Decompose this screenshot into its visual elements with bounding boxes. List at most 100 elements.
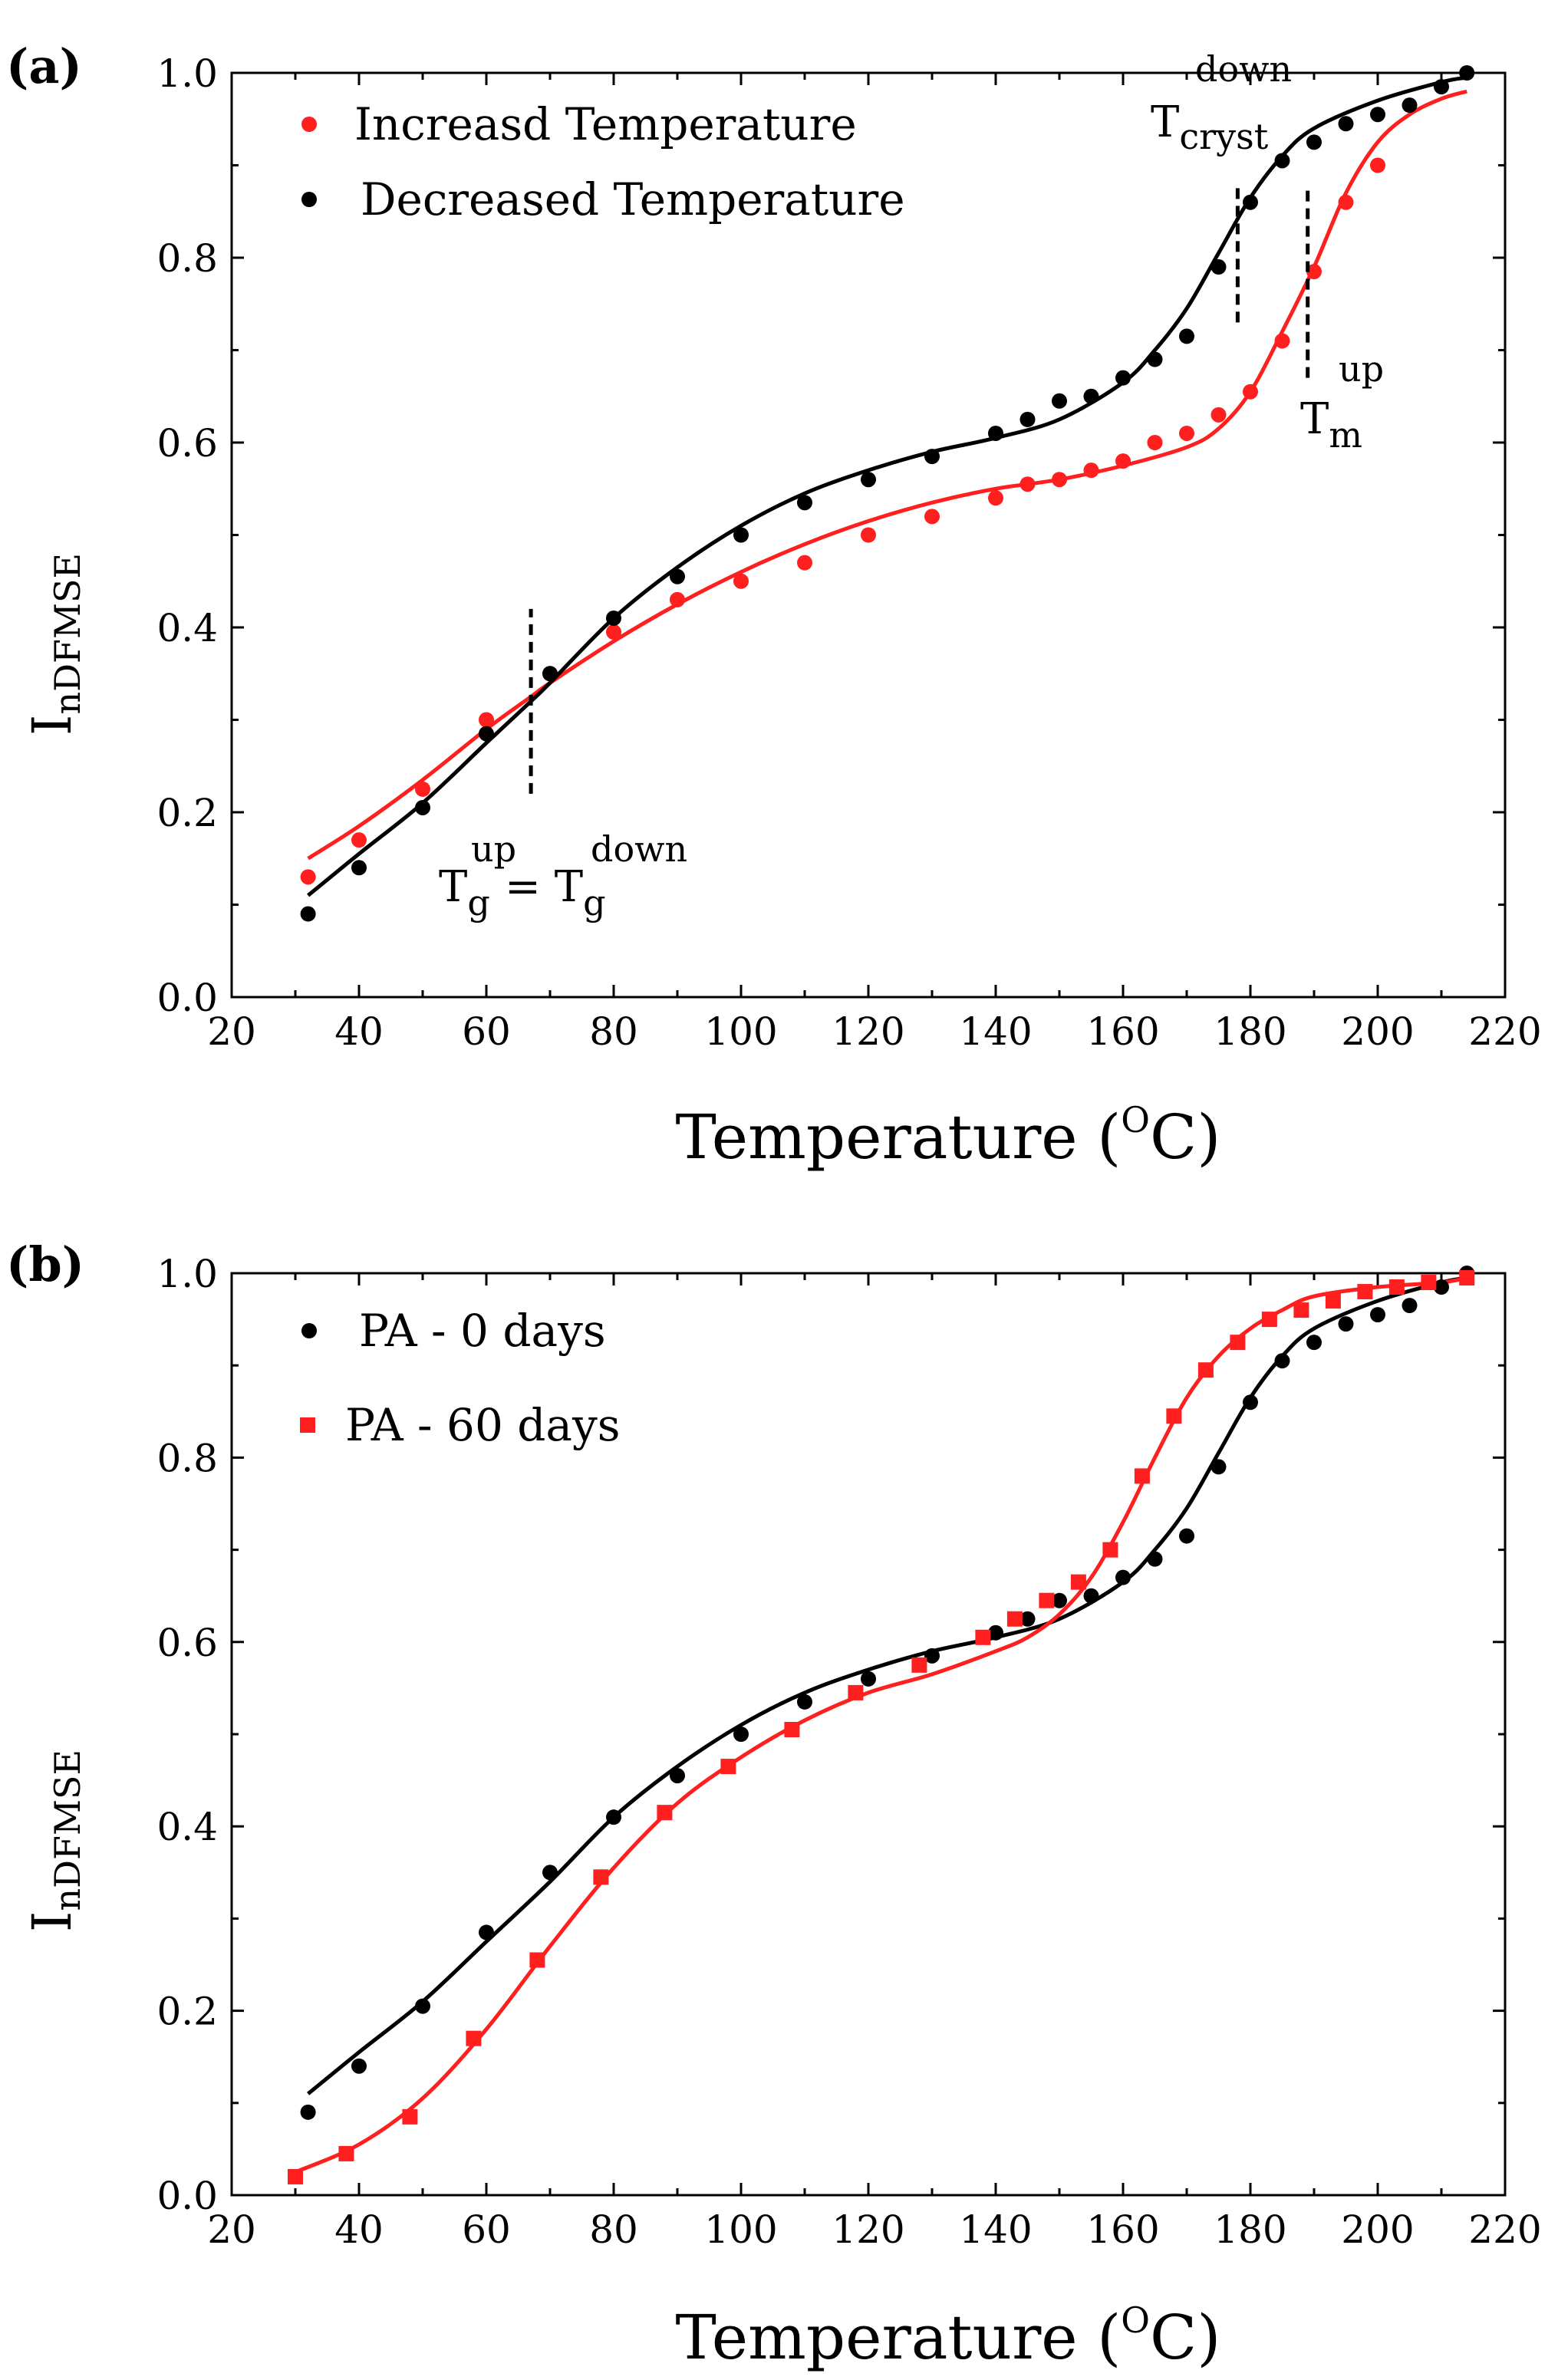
x-tick-label: 60 (462, 2207, 511, 2252)
data-point-series-0 (1338, 1316, 1354, 1332)
data-point-series-0 (1147, 1551, 1163, 1567)
data-point-series-1 (1421, 1275, 1437, 1291)
data-point-series-0 (479, 712, 494, 728)
x-tick-label: 100 (704, 1009, 777, 1054)
data-point-series-0 (924, 509, 940, 525)
x-tick-label: 100 (704, 2207, 777, 2252)
y-tick-label: 0.0 (156, 2174, 218, 2218)
data-point-series-1 (975, 1629, 991, 1645)
data-point-series-1 (1243, 194, 1258, 210)
y-tick-label: 0.4 (156, 1805, 218, 1849)
data-point-series-0 (1274, 333, 1290, 349)
data-point-series-1 (1459, 65, 1475, 81)
x-tick-label: 60 (462, 1009, 511, 1054)
data-point-series-0 (733, 573, 749, 589)
data-point-series-1 (1434, 79, 1449, 95)
y-tick-label: 0.2 (156, 1990, 218, 2034)
data-point-series-0 (300, 2104, 316, 2120)
data-point-series-1 (338, 2145, 354, 2161)
x-tick-label: 80 (589, 1009, 638, 1054)
panel-b: (b) 20 40 60 80 100 120 140 160 180 200 220 0.0 0.2… (6, 1236, 1542, 2373)
x-tick-label: 220 (1468, 2207, 1541, 2252)
data-point-series-0 (733, 1727, 749, 1742)
data-point-series-1 (606, 610, 621, 626)
data-point-series-0 (1115, 453, 1131, 469)
y-tick-label: 0.8 (156, 236, 218, 281)
data-point-series-0 (1115, 1569, 1131, 1585)
data-point-series-1 (1402, 97, 1418, 114)
data-point-series-0 (606, 624, 621, 640)
legend-marker-60-days (300, 1417, 315, 1433)
y-tick-label: 1.0 (156, 1252, 218, 1296)
data-point-series-0 (542, 1865, 558, 1881)
data-point-series-1 (924, 449, 940, 465)
data-point-series-0 (1306, 1335, 1322, 1351)
legend-label-decreased: Decreased Temperature (361, 173, 905, 225)
data-point-series-0 (351, 832, 367, 848)
panel-a: (a) 20 40 60 80 100 120 140 160 180 200 220 0.0 0.2… (6, 38, 1542, 1173)
data-point-series-0 (861, 1671, 876, 1687)
x-tick-labels-b: 20 40 60 80 100 120 140 160 180 200 220 (207, 2207, 1542, 2252)
data-point-series-1 (1197, 1362, 1214, 1378)
data-point-series-0 (415, 781, 430, 797)
data-point-series-1 (848, 1684, 864, 1700)
data-point-series-1 (1230, 1335, 1246, 1351)
y-tick-label: 0.2 (156, 791, 218, 835)
x-tick-labels-a: 20 40 60 80 100 120 140 160 180 200 220 (207, 1009, 1542, 1054)
data-point-series-0 (1370, 157, 1385, 173)
data-point-series-1 (593, 1869, 609, 1885)
data-point-series-0 (1338, 194, 1354, 210)
x-tick-label: 120 (832, 1009, 904, 1054)
data-point-series-0 (1306, 264, 1322, 280)
data-point-series-1 (861, 472, 876, 488)
y-tick-label: 0.8 (156, 1436, 218, 1480)
data-point-series-0 (1402, 1298, 1418, 1314)
x-tick-label: 180 (1214, 2207, 1286, 2252)
data-point-series-0 (1274, 1353, 1290, 1369)
data-point-series-0 (1210, 1459, 1227, 1475)
legend-label-increased: Increasd Temperature (354, 98, 857, 150)
data-point-series-1 (415, 799, 430, 815)
x-tick-label: 120 (832, 2207, 904, 2252)
data-point-series-1 (1306, 134, 1322, 150)
data-point-series-1 (529, 1952, 545, 1968)
x-tick-label: 200 (1341, 1009, 1414, 1054)
data-point-series-0 (300, 869, 316, 885)
data-point-series-1 (300, 906, 316, 922)
data-point-series-0 (1179, 425, 1194, 441)
y-tick-label: 0.6 (156, 421, 218, 466)
data-point-series-1 (797, 495, 812, 511)
data-point-series-1 (1102, 1542, 1118, 1558)
legend-label-60-days: PA - 60 days (345, 1399, 621, 1451)
data-point-series-1 (1166, 1408, 1182, 1424)
data-point-series-0 (861, 527, 876, 543)
x-tick-label: 80 (589, 2207, 638, 2252)
data-point-series-0 (924, 1648, 940, 1664)
data-point-series-1 (466, 2030, 482, 2046)
data-point-series-0 (797, 555, 812, 571)
data-point-series-1 (1370, 107, 1385, 123)
data-point-series-0 (1083, 1588, 1099, 1604)
x-axis-label-a: Temperature (OC) (676, 1099, 1221, 1173)
data-point-series-1 (1039, 1592, 1055, 1608)
x-tick-label: 140 (959, 1009, 1032, 1054)
y-tick-label: 1.0 (156, 51, 218, 96)
data-point-series-0 (1370, 1307, 1385, 1323)
legend-marker-0-days (301, 1323, 317, 1338)
data-point-series-1 (1083, 388, 1099, 404)
data-point-series-1 (911, 1657, 927, 1673)
transition-lines-a (529, 183, 1310, 794)
panel-label-b: (b) (6, 1236, 84, 1292)
data-point-series-0 (1019, 1611, 1036, 1627)
fit-curve-series-0 (307, 89, 1467, 861)
legend-b: PA - 0 days PA - 60 days (300, 1305, 621, 1451)
x-tick-label: 220 (1468, 1009, 1541, 1054)
data-point-series-1 (1293, 1302, 1309, 1318)
x-tick-label: 160 (1086, 1009, 1159, 1054)
data-point-series-0 (1243, 1394, 1258, 1411)
data-point-series-1 (1357, 1284, 1373, 1300)
y-tick-labels-a: 0.0 0.2 0.4 0.6 0.8 1.0 (156, 51, 218, 1020)
y-axis-label-b: InDFMSE (21, 1750, 88, 1932)
data-point-series-1 (1388, 1279, 1405, 1295)
